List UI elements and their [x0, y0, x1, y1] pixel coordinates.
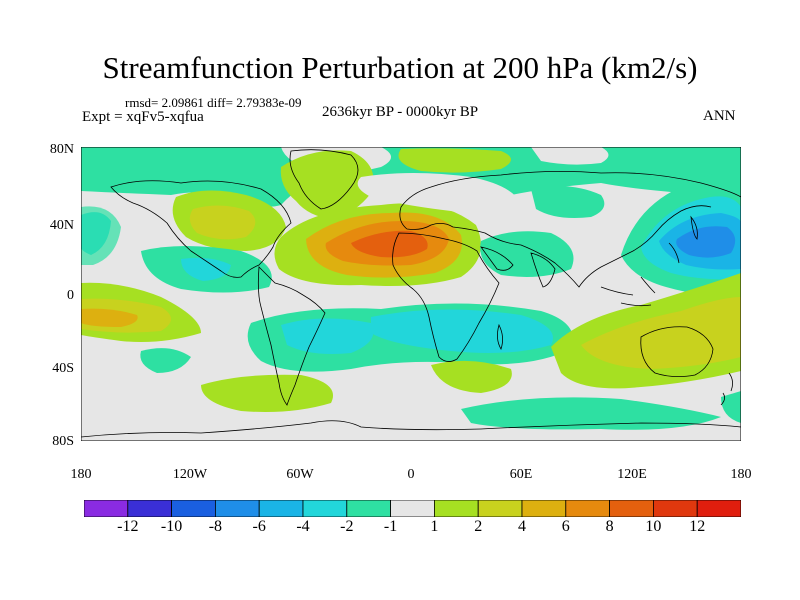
- contour-southern-positive: [201, 374, 333, 412]
- x-tick-180e: 180: [730, 467, 752, 482]
- x-tick-60w: 60W: [286, 467, 314, 482]
- coast-south-america: [257, 266, 326, 406]
- colorbar-box: [565, 500, 610, 517]
- y-tick-40n: 40N: [49, 218, 74, 233]
- contour-southern-negative: [461, 397, 721, 430]
- colorbar-box: [390, 500, 435, 517]
- x-tick-60e: 60E: [509, 467, 533, 482]
- contour-field: [81, 147, 741, 441]
- colorbar-label: -1: [383, 518, 398, 535]
- colorbar-label: 10: [645, 518, 662, 535]
- coast-new-zealand: [720, 372, 733, 406]
- colorbar-label: 4: [518, 518, 526, 535]
- colorbar-box: [653, 500, 698, 517]
- stats-text: rmsd= 2.09861 diff= 2.79383e-09: [125, 95, 302, 110]
- colorbar-label: 8: [605, 518, 614, 535]
- colorbar-box: [258, 500, 304, 517]
- experiment-label: Expt = xqFv5-xqfua: [82, 109, 204, 125]
- colorbar-label: -2: [340, 518, 354, 535]
- colorbar-label: 12: [689, 518, 706, 535]
- period-label: 2636kyr BP - 0000kyr BP: [322, 104, 479, 120]
- contour-southatl-negative: [281, 318, 374, 354]
- contour-southern-negative: [721, 391, 741, 423]
- coast-japan: [690, 215, 698, 240]
- colorbar-label: 2: [474, 518, 483, 535]
- x-tick-120w: 120W: [172, 467, 208, 482]
- contour-australia-positive: [581, 297, 741, 369]
- contour-npacific-positive: [189, 205, 256, 240]
- colorbar-label: -8: [208, 518, 223, 535]
- contour-eurasia-negative: [531, 186, 605, 218]
- colorbar-box: [302, 500, 348, 517]
- coast-seasia: [600, 242, 680, 307]
- contour-greenland-positive: [280, 150, 374, 219]
- contour-southern-positive: [431, 360, 512, 393]
- contour-southern-negative: [140, 348, 191, 373]
- colorbar-box: [433, 500, 479, 517]
- contour-arctic-positive: [398, 148, 511, 173]
- coast-australia: [640, 326, 714, 377]
- colorbar-box: [84, 500, 129, 517]
- colorbar-box: [346, 500, 391, 517]
- contour-wrap-negative: [81, 206, 121, 265]
- map-panel: [81, 147, 741, 441]
- colorbar-label: 1: [430, 518, 439, 535]
- coast-antarctica: [81, 420, 741, 438]
- colorbar-box: [609, 500, 654, 517]
- contour-arctic-neutral: [531, 147, 609, 165]
- colorbar-box: [214, 500, 260, 517]
- colorbar-box: [127, 500, 172, 517]
- x-tick-180w: 180: [70, 467, 92, 482]
- coast-eurasia: [399, 171, 741, 288]
- colorbar-box: [696, 500, 741, 517]
- coast-north-america: [110, 180, 292, 278]
- colorbar-label: -10: [160, 518, 183, 535]
- colorbar-label: -4: [296, 518, 310, 535]
- coast-africa: [392, 232, 500, 362]
- season-label: ANN: [703, 108, 736, 124]
- plot-title: Streamfunction Perturbation at 200 hPa (…: [102, 50, 698, 85]
- coast-greenland: [289, 149, 359, 210]
- x-tick-120e: 120E: [617, 467, 647, 482]
- colorbar-label: 6: [561, 518, 570, 535]
- contour-atlantic-positive: [351, 230, 428, 258]
- colorbar-box: [171, 500, 216, 517]
- contour-indian-negative: [480, 231, 574, 277]
- contour-eurasia-neutral: [357, 173, 521, 213]
- contour-spacific-positive: [81, 308, 138, 327]
- y-tick-80n: 80N: [49, 142, 74, 157]
- colorbar-label: -6: [252, 518, 266, 535]
- colorbar-box: [521, 500, 567, 517]
- colorbar-box: [477, 500, 523, 517]
- contour-southind-negative: [371, 309, 553, 353]
- contour-eastasia-negative: [676, 226, 736, 258]
- y-tick-40s: 40S: [52, 361, 74, 376]
- coastlines: [81, 149, 741, 438]
- y-tick-80s: 80S: [52, 434, 74, 449]
- colorbar: [84, 500, 741, 517]
- x-tick-0: 0: [407, 467, 415, 482]
- colorbar-label: -12: [117, 518, 139, 535]
- contour-epacific-negative: [181, 257, 231, 281]
- coast-arabia-india: [480, 246, 556, 288]
- y-tick-0: 0: [67, 288, 74, 303]
- coast-madagascar: [497, 323, 503, 350]
